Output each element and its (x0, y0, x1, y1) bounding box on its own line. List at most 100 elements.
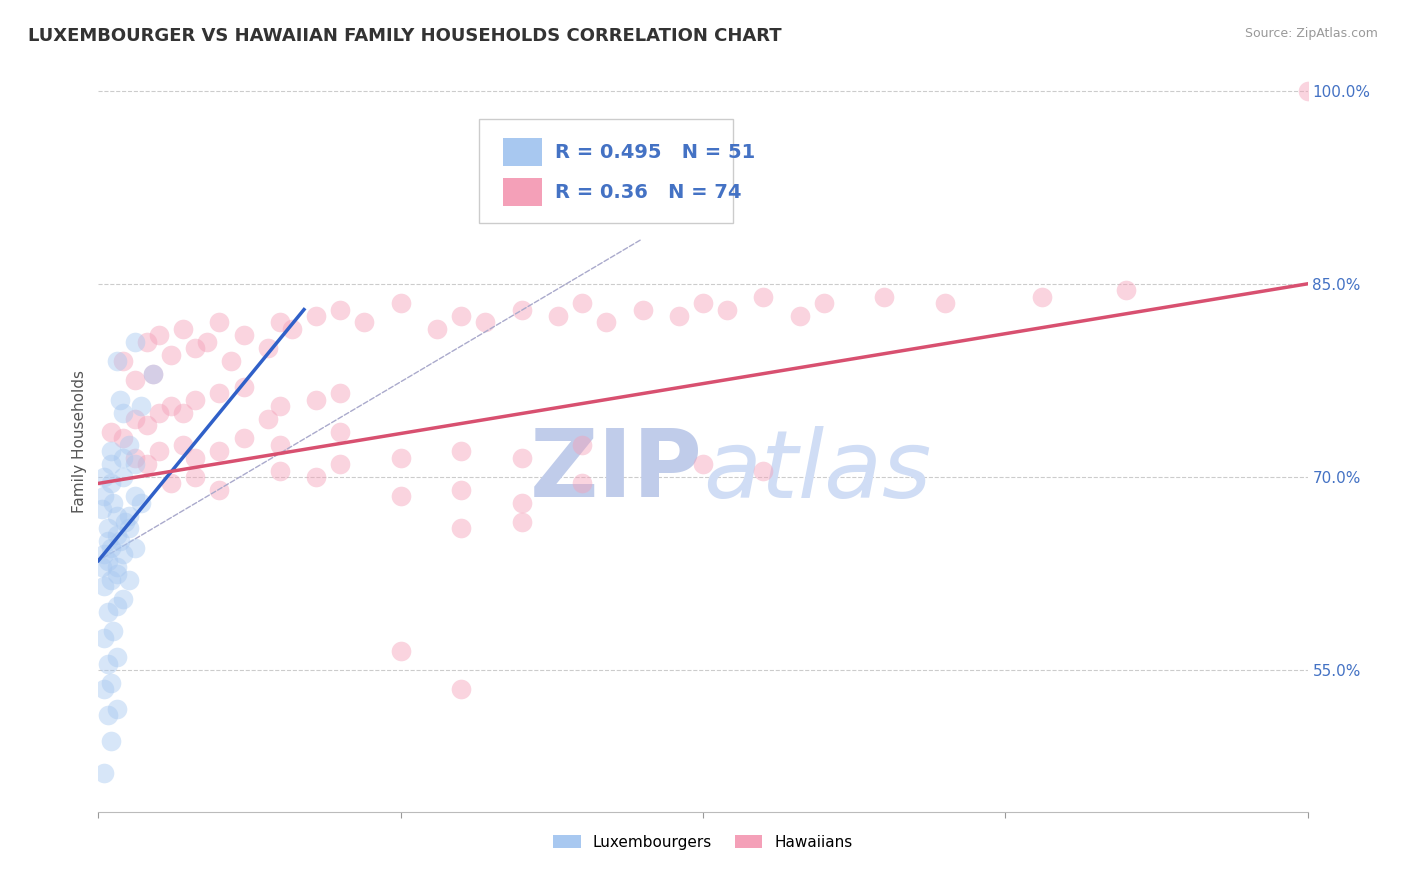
Point (595, 315, 617, 329)
Text: ZIP: ZIP (530, 425, 703, 517)
Point (101, 624, 124, 639)
Point (93, 489, 115, 503)
Point (105, 560, 128, 574)
Point (353, 315, 375, 329)
Point (97, 554, 120, 568)
Point (129, 496, 152, 510)
Point (93, 470, 115, 484)
Point (93, 682, 115, 697)
Point (305, 470, 328, 484)
Point (571, 476, 593, 491)
Point (510, 302, 533, 317)
Point (142, 367, 165, 381)
Point (124, 489, 146, 503)
Point (752, 290, 775, 304)
Point (148, 444, 170, 458)
Point (510, 450, 533, 465)
Point (184, 341, 207, 355)
Point (105, 508, 128, 523)
Point (118, 508, 141, 523)
Point (100, 476, 122, 491)
Point (111, 354, 134, 368)
Point (108, 392, 131, 407)
Point (450, 682, 472, 697)
Point (160, 476, 183, 491)
Point (172, 438, 194, 452)
Point (450, 444, 472, 458)
Point (692, 296, 714, 310)
Point (934, 296, 956, 310)
Point (93, 766, 115, 780)
Point (100, 734, 122, 748)
Point (100, 457, 122, 471)
Point (329, 386, 352, 401)
FancyBboxPatch shape (479, 120, 734, 223)
Point (426, 322, 449, 336)
Text: R = 0.36   N = 74: R = 0.36 N = 74 (555, 183, 742, 202)
Point (305, 392, 328, 407)
Text: atlas: atlas (703, 425, 931, 516)
Text: Source: ZipAtlas.com: Source: ZipAtlas.com (1244, 27, 1378, 40)
Point (172, 322, 194, 336)
Point (91, 560, 114, 574)
Point (111, 450, 134, 465)
Point (1031, 290, 1053, 304)
Point (232, 380, 254, 394)
Point (813, 296, 835, 310)
Point (256, 341, 278, 355)
Point (105, 650, 128, 665)
Point (118, 573, 141, 587)
Point (100, 541, 122, 555)
Point (124, 450, 146, 465)
Point (148, 328, 170, 343)
Point (692, 457, 714, 471)
Point (389, 489, 412, 503)
Text: LUXEMBOURGER VS HAWAIIAN FAMILY HOUSEHOLDS CORRELATION CHART: LUXEMBOURGER VS HAWAIIAN FAMILY HOUSEHOL… (28, 27, 782, 45)
Point (124, 373, 146, 387)
Point (873, 290, 896, 304)
Point (111, 431, 134, 445)
Point (269, 399, 291, 413)
Point (631, 302, 654, 317)
Point (450, 483, 472, 497)
Point (108, 534, 131, 549)
Point (571, 296, 593, 310)
Point (716, 302, 738, 317)
Point (450, 521, 472, 535)
Point (232, 328, 254, 343)
Point (329, 302, 352, 317)
Point (184, 470, 207, 484)
Point (105, 354, 128, 368)
Point (97, 521, 120, 535)
Point (111, 470, 134, 484)
Point (208, 386, 231, 401)
Point (208, 444, 231, 458)
Point (111, 547, 134, 561)
Point (97, 534, 120, 549)
Point (118, 438, 141, 452)
Point (105, 566, 128, 581)
Point (135, 418, 157, 433)
Point (184, 450, 207, 465)
Point (124, 412, 146, 426)
Point (124, 334, 146, 349)
Point (232, 431, 254, 445)
Point (91, 502, 114, 516)
Point (93, 547, 115, 561)
Point (668, 309, 690, 323)
Point (97, 657, 120, 671)
Point (474, 315, 496, 329)
Point (450, 309, 472, 323)
Point (221, 354, 243, 368)
Point (269, 463, 291, 477)
Point (148, 406, 170, 420)
Point (510, 496, 533, 510)
Point (208, 483, 231, 497)
Point (184, 392, 207, 407)
Point (101, 496, 124, 510)
Point (118, 521, 141, 535)
Point (105, 702, 128, 716)
Point (105, 528, 128, 542)
Point (100, 444, 122, 458)
Point (97, 708, 120, 723)
